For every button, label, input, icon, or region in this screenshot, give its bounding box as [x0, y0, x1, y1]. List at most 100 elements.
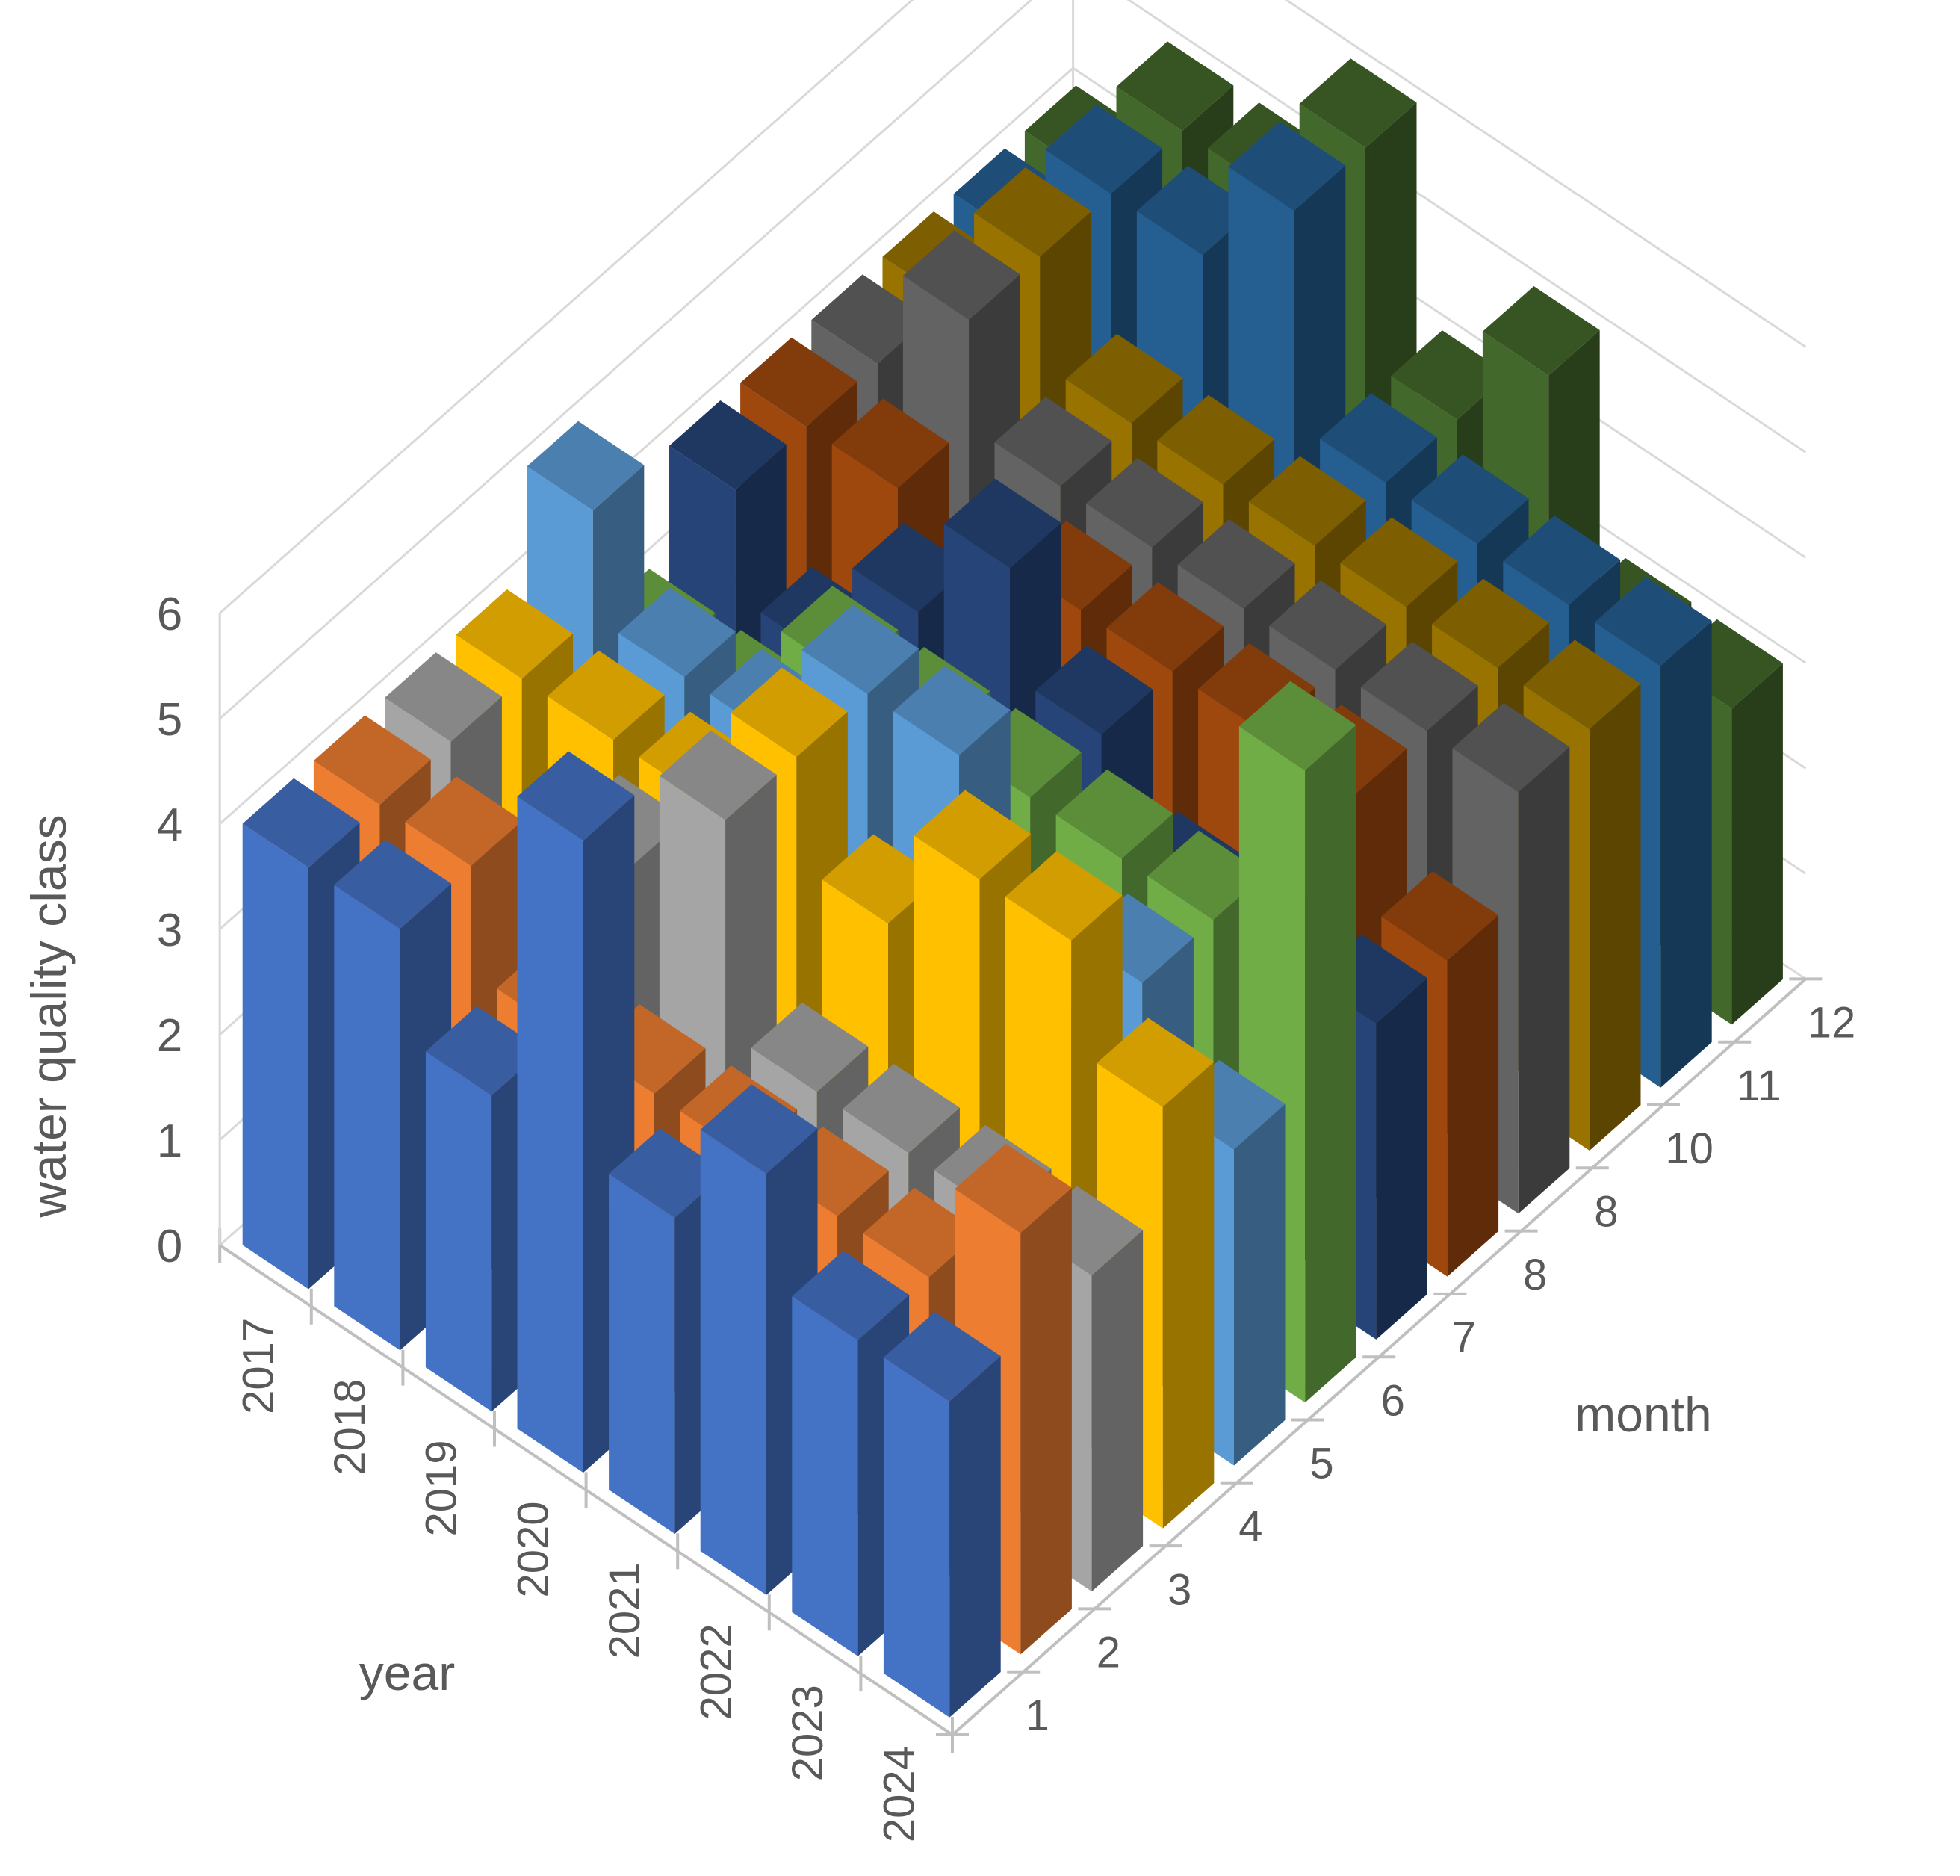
bar-face-top [1411, 454, 1529, 544]
chart-axes: 2017201820192020202120222023202412345678… [157, 589, 1856, 1842]
bar-face-top [1320, 393, 1437, 483]
y-tick-label-12: 12 [1808, 999, 1856, 1047]
x-tick-label-2023: 2023 [784, 1685, 832, 1781]
z-tick-label-5: 5 [157, 694, 182, 746]
z-axis-label: water quality class [21, 814, 76, 1218]
x-tick-label-2019: 2019 [418, 1440, 466, 1537]
bar-face-front [609, 1174, 675, 1534]
bar-face-top [1391, 330, 1509, 420]
y-tick-label-2: 2 [1097, 1629, 1120, 1677]
bar-face-top [1452, 702, 1570, 793]
bar-face-top [811, 274, 929, 364]
bar-face-top [456, 589, 574, 679]
bar-face-top [994, 397, 1112, 486]
bar-face-side [1234, 1103, 1286, 1466]
bar-face-top [1269, 580, 1387, 670]
bar-face-top [547, 650, 665, 740]
x-tick-label-2024: 2024 [875, 1746, 924, 1842]
bar-face-top [1086, 458, 1203, 548]
z-tick-label-4: 4 [157, 799, 182, 851]
bar-face-top [1136, 165, 1254, 256]
z-tick-label-0: 0 [157, 1221, 182, 1272]
bar-face-top [943, 478, 1061, 569]
bar-face-top [1238, 681, 1356, 771]
y-tick-label-10: 10 [1665, 1124, 1714, 1173]
bar-face-top [914, 790, 1032, 879]
bar-face-top [334, 839, 452, 929]
bar-face-top [893, 666, 1011, 755]
x-tick-label-2022: 2022 [692, 1623, 741, 1720]
bar-face-top [1005, 851, 1123, 941]
bar-face-top [1248, 456, 1366, 546]
bar-face-side [1305, 725, 1356, 1403]
bar-face-top [1299, 58, 1417, 148]
z-tick-label-2: 2 [157, 1010, 182, 1062]
bar-face-top [242, 778, 360, 868]
bar-face-front [425, 1051, 492, 1412]
bar-face-top [1482, 286, 1600, 376]
bar-face-top [659, 730, 777, 820]
y-tick-label-8: 8 [1594, 1188, 1618, 1236]
bar-face-top [405, 776, 523, 866]
bar-face-top [527, 421, 645, 511]
bar-face-top [1106, 582, 1224, 672]
bar-face-top [1065, 333, 1183, 424]
x-tick-label-2018: 2018 [326, 1379, 374, 1476]
bar-face-top [669, 400, 787, 490]
bar-face-top [1503, 516, 1621, 605]
chart-bars [242, 41, 1783, 1718]
bar-face-top [1523, 640, 1641, 729]
bar-face-front [792, 1295, 858, 1656]
bar-face-top [1360, 641, 1478, 731]
bar-face-side [949, 1356, 1001, 1718]
bar-face-top [1594, 577, 1712, 666]
y-tick-label-1: 1 [1026, 1691, 1049, 1740]
y-tick-label-11: 11 [1737, 1062, 1781, 1110]
bar-face-side [1518, 746, 1570, 1214]
bar-face-top [863, 1187, 981, 1278]
bar-face-top [852, 522, 970, 613]
bar-face-top [883, 1312, 1001, 1402]
z-tick-label-3: 3 [157, 905, 182, 956]
bar-face-side [1376, 978, 1427, 1340]
z-tick-label-1: 1 [157, 1115, 182, 1167]
bar-face-top [902, 230, 1020, 320]
bar-face-top [1147, 830, 1265, 920]
bar-face-side [1590, 684, 1641, 1151]
x-tick-label-2017: 2017 [235, 1318, 283, 1414]
bar-face-top [955, 1143, 1072, 1233]
bar-face-top [1432, 578, 1549, 669]
x-axis-label: year [359, 1645, 455, 1700]
bar-face-side [1660, 621, 1712, 1088]
bar-face-side [1162, 1062, 1215, 1529]
bar-face-top [609, 1128, 726, 1218]
y-axis-label: month [1575, 1387, 1711, 1442]
bar-face-top [313, 715, 431, 805]
bar-face-top [1035, 645, 1153, 735]
bar-face-top [618, 587, 736, 678]
bar-face-front [334, 885, 400, 1351]
bar-face-top [425, 1006, 543, 1096]
bar-face-top [517, 751, 635, 841]
bar-face-top [792, 1251, 910, 1340]
bar-face-front [700, 1130, 766, 1595]
y-tick-label-6: 6 [1381, 1376, 1405, 1425]
bar-face-top [1177, 519, 1295, 609]
bar-face-top [1228, 121, 1346, 211]
bar-face-top [740, 337, 858, 427]
bar-face-top [1045, 104, 1163, 194]
bar-face-top [1157, 394, 1275, 485]
bar-face-top [1055, 769, 1173, 859]
bar-face-top [822, 834, 940, 924]
bar-face-side [1020, 1187, 1072, 1655]
bar-face-top [700, 1084, 818, 1174]
x-tick-label-2020: 2020 [509, 1502, 557, 1598]
y-tick-label-7: 7 [1452, 1313, 1476, 1362]
z-tick-label-6: 6 [157, 589, 182, 640]
bar-2024-month-1 [883, 1312, 1001, 1718]
bar-face-top [1097, 1018, 1215, 1107]
bar-face-top [974, 167, 1091, 257]
bar-face-top [1381, 871, 1499, 961]
